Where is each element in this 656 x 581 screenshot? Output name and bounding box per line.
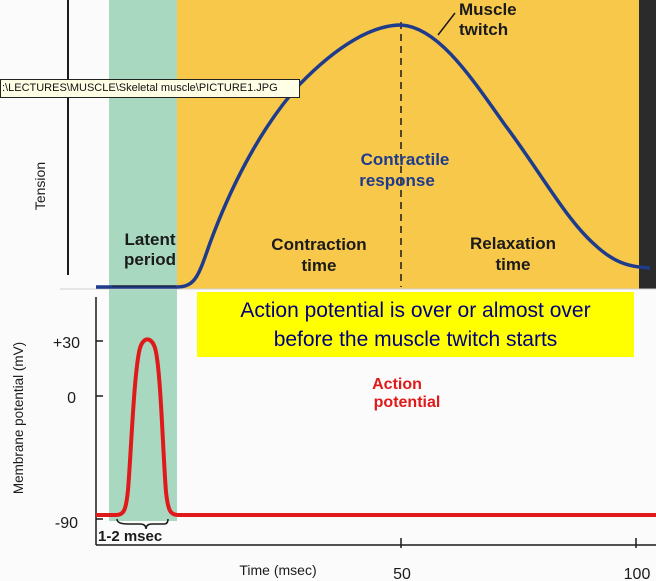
time-axis-label: Time (msec) [239, 562, 316, 578]
tension-axis-label: Tension [32, 162, 48, 210]
twitch-pointer [437, 12, 456, 36]
contraction-time-label-2: time [302, 256, 337, 275]
action-potential-curve [96, 337, 656, 517]
action-potential-label-1: Action [372, 376, 422, 393]
relaxation-time-label-2: time [496, 255, 531, 274]
latent-period-label-2: period [124, 250, 176, 269]
relaxation-time-label-1: Relaxation [470, 234, 556, 253]
contraction-time-label-1: Contraction [271, 235, 366, 254]
contractile-response-label-1: Contractile [361, 150, 450, 169]
explanation-callout: Action potential is over or almost over … [197, 292, 634, 357]
muscle-twitch-curve [96, 23, 651, 289]
file-path-tooltip: :\LECTURES\MUSCLE\Skeletal muscle\PICTUR… [0, 79, 300, 98]
callout-line-2: before the muscle twitch starts [273, 328, 558, 351]
tick-plus30-label: +30 [53, 335, 80, 352]
x-tick-100-label: 100 [624, 566, 651, 581]
membrane-potential-axis-label: Membrane potential (mV) [11, 342, 26, 494]
contraction-relaxation-band [177, 0, 639, 289]
muscle-twitch-label-2: twitch [459, 20, 508, 39]
contractile-response-label-2: response [359, 171, 435, 190]
latent-period-label-1: Latent [125, 230, 176, 249]
right-dark-strip [639, 0, 656, 289]
muscle-twitch-label-1: Muscle [459, 0, 517, 19]
tick-minus90-label: -90 [55, 515, 78, 532]
x-tick-50-label: 50 [393, 566, 411, 581]
tick-zero-label: 0 [67, 390, 76, 407]
action-potential-label-2: potential [374, 394, 441, 411]
duration-brace [116, 518, 169, 530]
callout-line-1: Action potential is over or almost over [240, 299, 591, 322]
duration-label: 1-2 msec [98, 528, 162, 545]
